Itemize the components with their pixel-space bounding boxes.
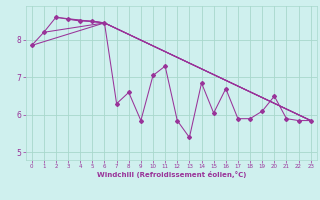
X-axis label: Windchill (Refroidissement éolien,°C): Windchill (Refroidissement éolien,°C): [97, 171, 246, 178]
